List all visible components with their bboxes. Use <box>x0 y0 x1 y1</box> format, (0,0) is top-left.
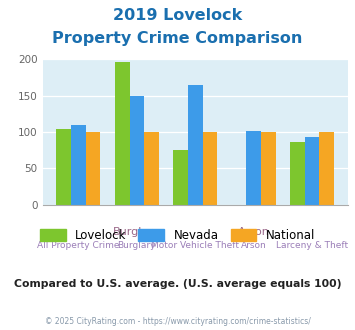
Bar <box>71 125 86 205</box>
Bar <box>305 137 320 205</box>
Bar <box>261 132 275 205</box>
Bar <box>130 96 144 205</box>
Bar <box>144 132 159 205</box>
Text: © 2025 CityRating.com - https://www.cityrating.com/crime-statistics/: © 2025 CityRating.com - https://www.city… <box>45 317 310 326</box>
Bar <box>56 129 71 205</box>
Legend: Lovelock, Nevada, National: Lovelock, Nevada, National <box>35 224 320 247</box>
Text: Burglary: Burglary <box>118 241 156 250</box>
Text: Larceny & Theft: Larceny & Theft <box>276 241 348 250</box>
Text: Compared to U.S. average. (U.S. average equals 100): Compared to U.S. average. (U.S. average … <box>14 279 341 289</box>
Text: Arson: Arson <box>238 227 269 237</box>
Text: Arson: Arson <box>241 241 267 250</box>
Bar <box>86 132 100 205</box>
Bar <box>115 62 130 205</box>
Text: Burglary: Burglary <box>113 227 160 237</box>
Text: All Property Crime: All Property Crime <box>37 241 120 250</box>
Bar <box>320 132 334 205</box>
Text: 2019 Lovelock: 2019 Lovelock <box>113 8 242 23</box>
Bar <box>290 142 305 205</box>
Text: Property Crime Comparison: Property Crime Comparison <box>52 31 303 46</box>
Bar <box>188 85 203 205</box>
Bar <box>173 150 188 205</box>
Bar <box>203 132 217 205</box>
Bar <box>246 131 261 205</box>
Text: Motor Vehicle Theft: Motor Vehicle Theft <box>151 241 239 250</box>
